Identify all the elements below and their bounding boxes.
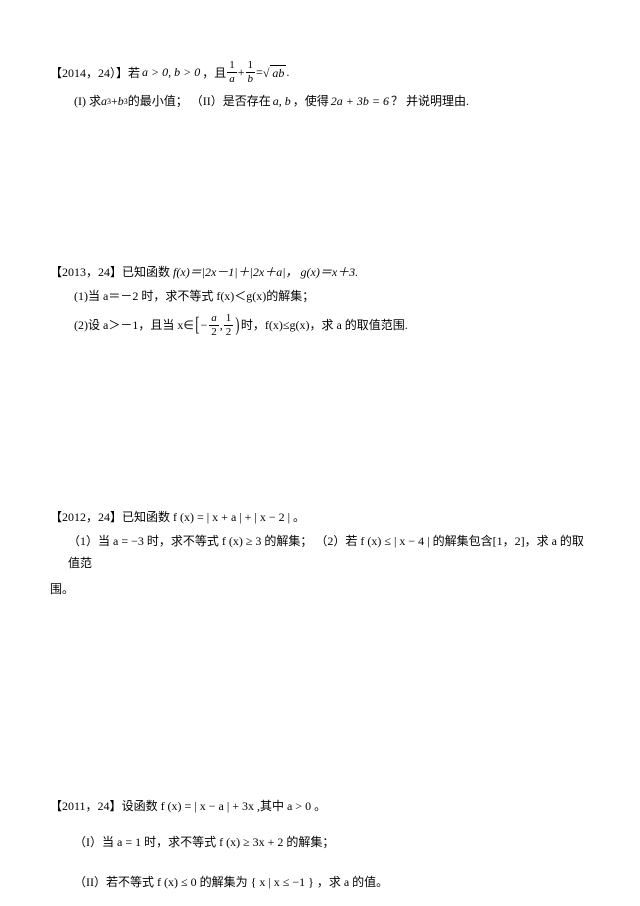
p2011-sub1: （I）当 a = 1 时，求不等式 f (x) ≥ 3x + 2 的解集； — [74, 832, 590, 854]
problem-2011: 【2011，24】设函数 f (x) = | x − a | + 3x ,其中 … — [50, 797, 590, 893]
problem-2012-stem: 【2012，24】已知函数 f (x) = | x + a | + | x − … — [50, 508, 590, 525]
interval-comma: , — [220, 315, 223, 337]
radical-icon: √ — [263, 66, 270, 81]
frac-1-over-a: 1 a — [227, 60, 237, 85]
text-qie: ，且 — [202, 64, 226, 81]
den-2a: 2 — [209, 326, 219, 338]
gap-2 — [50, 358, 590, 508]
tag-2011: 【2011，24】 — [50, 799, 122, 813]
sub-i-end: ？ 并说明理由. — [391, 91, 469, 113]
num-1c: 1 — [224, 313, 234, 326]
neg-sign: − — [200, 315, 207, 337]
problem-2011-stem: 【2011，24】设函数 f (x) = | x − a | + 3x ,其中 … — [50, 797, 590, 814]
p2012-sub1-cont: 围。 — [50, 580, 590, 597]
den-b: b — [246, 73, 256, 85]
eq-sign: = — [256, 65, 263, 80]
p2013-sub2b: 时，f(x)≤g(x)，求 a 的取值范围. — [241, 315, 408, 337]
tag-2013: 【2013，24】 — [50, 265, 122, 279]
problem-2014-stem: 【2014，24）】 若 a > 0, b > 0 ，且 1 a + 1 b =… — [50, 60, 590, 85]
sub-plus: + — [111, 91, 118, 113]
problem-2014: 【2014，24）】 若 a > 0, b > 0 ，且 1 a + 1 b =… — [50, 60, 590, 113]
frac-1-over-2: 1 2 — [224, 313, 234, 338]
num-1: 1 — [227, 60, 237, 73]
plus-sign: + — [238, 65, 245, 80]
num-1b: 1 — [246, 60, 256, 73]
p2012-l1: 已知函数 f (x) = | x + a | + | x − 2 | 。 — [122, 510, 305, 524]
den-2b: 2 — [224, 326, 234, 338]
problem-2014-sub: (I) 求 a3 + b3 的最小值； （II）是否存在 a, b ，使得 2a… — [74, 91, 590, 113]
problem-2013: 【2013，24】已知函数 f(x)＝|2x－1|＋|2x＋a|， g(x)＝x… — [50, 263, 590, 339]
p2013-sub1: (1)当 a＝－2 时，求不等式 f(x)＜g(x)的解集； — [74, 286, 590, 308]
sub-i-eq: 2a + 3b = 6 — [331, 91, 389, 113]
num-a: a — [209, 313, 219, 326]
p2013-sub2a: (2)设 a＞－1，且当 x∈ — [74, 315, 194, 337]
sub-i-tail2: ，使得 — [293, 91, 329, 113]
sub-i-tail: 的最小值； （II）是否存在 — [128, 91, 271, 113]
gap-3 — [50, 617, 590, 797]
tag-2012: 【2012，24】 — [50, 510, 122, 524]
frac-1-over-b: 1 b — [246, 60, 256, 85]
p2011-sub2: （II）若不等式 f (x) ≤ 0 的解集为 { x | x ≤ −1 } ，… — [74, 872, 590, 894]
p2013-l1a: 已知函数 — [122, 265, 173, 279]
sqrt-ab: ab — [270, 65, 286, 81]
problem-2012: 【2012，24】已知函数 f (x) = | x + a | + | x − … — [50, 508, 590, 597]
cond-ab: a > 0, b > 0 — [142, 65, 200, 80]
tag-2014: 【2014，24）】 — [50, 64, 128, 81]
frac-a-over-2: a 2 — [209, 313, 219, 338]
p2011-l1: 设函数 f (x) = | x − a | + 3x ,其中 a > 0 。 — [122, 799, 327, 813]
text-ruo: 若 — [128, 64, 140, 81]
period: . — [286, 65, 289, 80]
sub-i-label: (I) 求 — [74, 91, 101, 113]
p2013-sub2: (2)设 a＞－1，且当 x∈ [ − a 2 , 1 2 ) 时，f(x)≤g… — [74, 313, 590, 338]
p2013-l1fx: f(x)＝|2x－1|＋|2x＋a|， g(x)＝x＋3. — [173, 265, 358, 279]
sub-i-ab: a, b — [273, 91, 291, 113]
gap-1 — [50, 133, 590, 263]
den-a: a — [227, 73, 237, 85]
p2012-sub1: （1）当 a = −3 时，求不等式 f (x) ≥ 3 的解集； （2）若 f… — [68, 531, 590, 574]
problem-2013-stem: 【2013，24】已知函数 f(x)＝|2x－1|＋|2x＋a|， g(x)＝x… — [50, 263, 590, 280]
